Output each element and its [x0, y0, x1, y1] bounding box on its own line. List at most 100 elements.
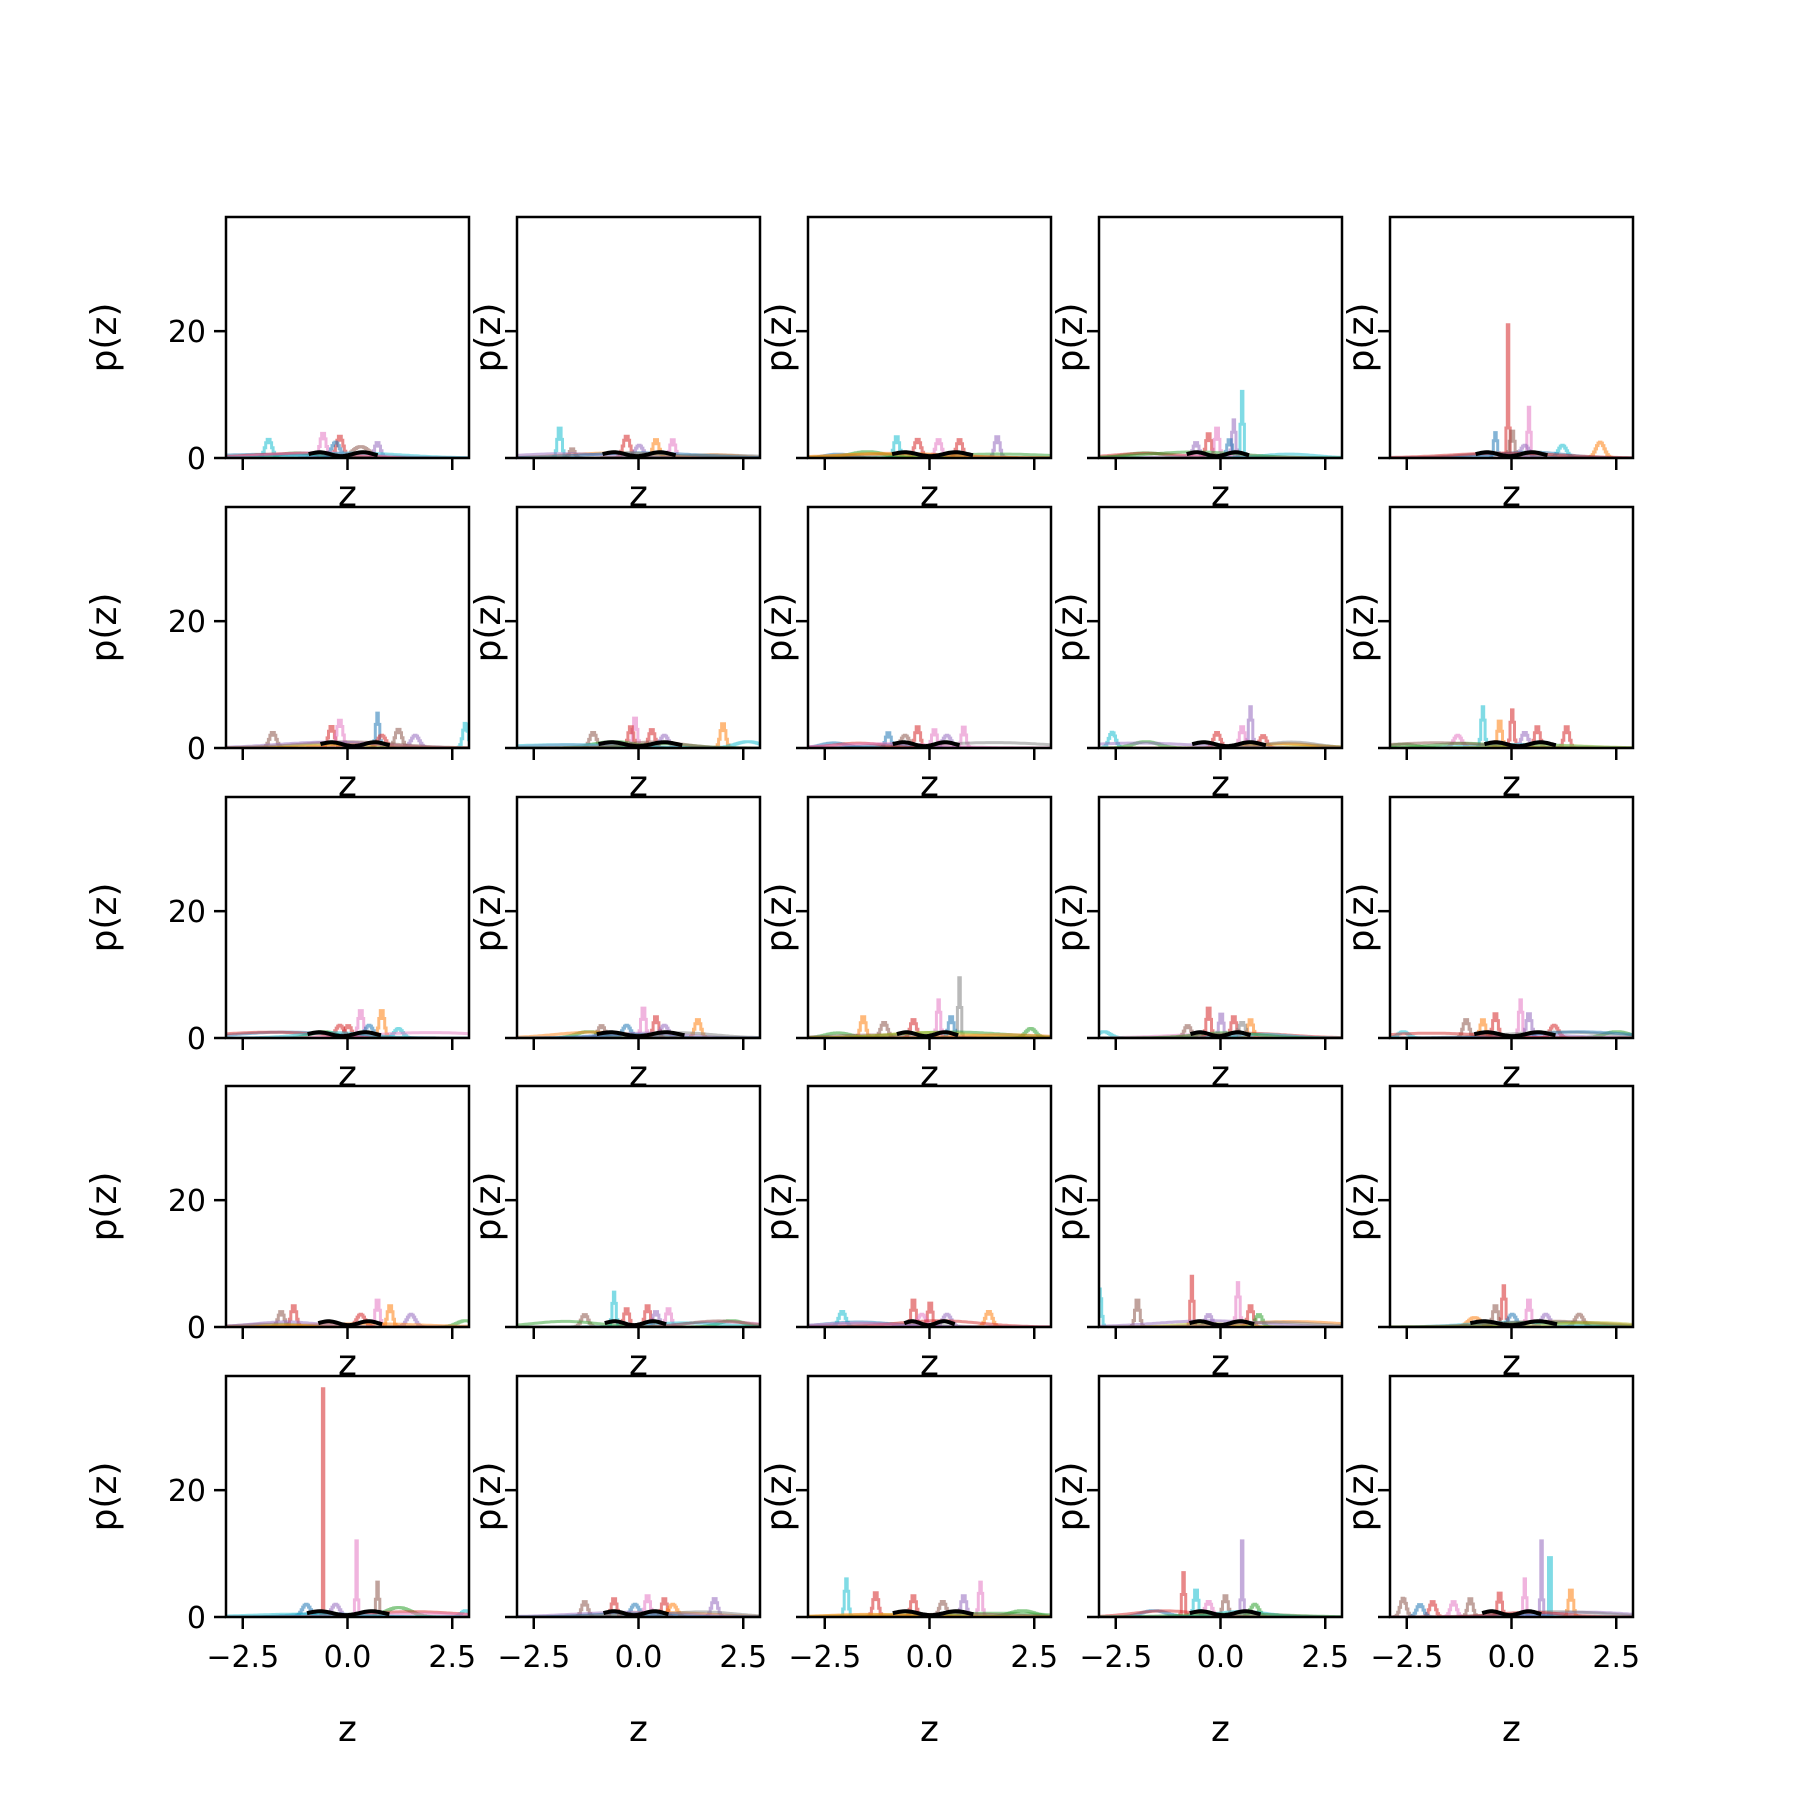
- series-line: [1232, 1313, 1285, 1327]
- y-axis-label: p(z): [1341, 1462, 1382, 1532]
- series-line: [1099, 1287, 1119, 1327]
- x-axis-label: z: [1211, 1054, 1230, 1095]
- series-line: [1543, 725, 1589, 748]
- series-line: [309, 1023, 369, 1038]
- series-line: [1507, 1298, 1550, 1327]
- y-tick-label: 0: [187, 732, 206, 767]
- mean-curve: [602, 450, 677, 458]
- mean-curve: [892, 1609, 974, 1617]
- subplot-1-3: p(z) z: [1050, 505, 1344, 805]
- series-line: [1190, 731, 1243, 748]
- series-line: [246, 731, 299, 748]
- x-axis-label: z: [1211, 764, 1230, 805]
- mean-curve: [1189, 1030, 1252, 1038]
- series-line: [973, 435, 1020, 458]
- series-line: [1459, 1018, 1505, 1038]
- subplot-1-1: p(z) z: [468, 505, 762, 805]
- series-line: [1225, 1539, 1258, 1617]
- y-axis-label: p(z): [84, 1172, 125, 1242]
- series-line: [689, 1597, 739, 1617]
- series-line: [337, 1009, 383, 1038]
- series-line: [634, 1023, 693, 1038]
- series-line: [684, 740, 760, 748]
- y-axis-label: p(z): [1341, 593, 1382, 663]
- x-axis-label: z: [629, 1054, 648, 1095]
- series-line: [641, 1597, 687, 1617]
- series-line: [672, 1018, 722, 1038]
- series-line: [1206, 438, 1252, 458]
- mean-curve: [307, 1030, 382, 1038]
- x-axis-label: z: [338, 1343, 357, 1384]
- subplot-4-4: −2.5 0.0 2.5 p(z) z: [1341, 1374, 1640, 1750]
- series-line: [548, 447, 595, 458]
- mean-curve: [319, 740, 391, 748]
- x-tick-label: 0.0: [1197, 1640, 1245, 1675]
- series-line: [1491, 323, 1524, 458]
- series-line: [1182, 1313, 1234, 1327]
- series-line: [1475, 431, 1514, 458]
- series-line: [839, 1015, 886, 1038]
- mean-curve: [1481, 1609, 1542, 1617]
- x-tick-label: −2.5: [788, 1640, 861, 1675]
- series-line: [1447, 1597, 1493, 1617]
- y-tick-label: 0: [187, 1311, 206, 1346]
- series-line: [1478, 719, 1520, 748]
- series-line: [355, 1298, 398, 1327]
- series-line: [590, 1597, 636, 1617]
- y-axis-label: p(z): [759, 1172, 800, 1242]
- y-axis-label: p(z): [468, 593, 509, 663]
- series-line: [1171, 441, 1220, 458]
- series-line: [1099, 1319, 1342, 1327]
- series-line: [1514, 725, 1560, 748]
- series-line: [891, 1312, 951, 1327]
- series-line: [1472, 1012, 1518, 1038]
- y-axis-label: p(z): [468, 883, 509, 953]
- x-axis-label: z: [1502, 474, 1521, 515]
- series-line: [645, 1307, 691, 1327]
- series-line: [624, 1304, 670, 1327]
- y-tick-label: 20: [168, 895, 206, 930]
- series-line: [1407, 1600, 1457, 1617]
- series-line: [306, 725, 355, 748]
- series-line: [1173, 1274, 1209, 1327]
- mean-curve: [1473, 1030, 1556, 1038]
- series-line: [1185, 432, 1231, 458]
- y-tick-label: 20: [168, 315, 206, 350]
- series-line: [1165, 1571, 1201, 1617]
- series-line: [1390, 1596, 1427, 1617]
- x-axis-label: z: [629, 764, 648, 805]
- series-line: [558, 1313, 610, 1327]
- series-line: [305, 440, 365, 458]
- x-tick-label: 0.0: [615, 1640, 663, 1675]
- x-tick-label: −2.5: [497, 1640, 570, 1675]
- y-axis-label: p(z): [468, 303, 509, 373]
- subplot-4-0: 0 20 −2.5 0.0 2.5 p(z) z: [84, 1374, 476, 1750]
- mean-curve: [896, 1030, 959, 1038]
- series-line: [941, 976, 977, 1038]
- x-axis-label: z: [629, 1709, 648, 1750]
- series-line: [857, 1021, 910, 1038]
- series-line: [256, 1310, 305, 1327]
- mean-curve: [891, 450, 974, 458]
- mean-curve: [1189, 1609, 1262, 1617]
- series-line: [865, 731, 911, 748]
- series-line: [1462, 705, 1502, 748]
- series-line: [351, 733, 411, 748]
- series-line: [1549, 1588, 1592, 1617]
- subplot-1-0: 0 20 p(z) z: [84, 505, 471, 805]
- y-axis-label: p(z): [1050, 303, 1091, 373]
- mean-curve: [1475, 450, 1548, 458]
- series-line: [942, 725, 984, 748]
- x-tick-label: 2.5: [1010, 1640, 1058, 1675]
- series-line: [1227, 1018, 1273, 1038]
- series-line: [241, 437, 294, 458]
- series-line: [1570, 440, 1629, 458]
- y-axis-label: p(z): [1050, 1462, 1091, 1532]
- series-line: [1224, 1602, 1284, 1617]
- x-axis-label: z: [1211, 1709, 1230, 1750]
- series-line: [1505, 1012, 1551, 1038]
- y-tick-label: 0: [187, 1601, 206, 1636]
- series-line: [894, 725, 940, 748]
- series-line: [1532, 443, 1592, 458]
- series-line: [1115, 1298, 1158, 1327]
